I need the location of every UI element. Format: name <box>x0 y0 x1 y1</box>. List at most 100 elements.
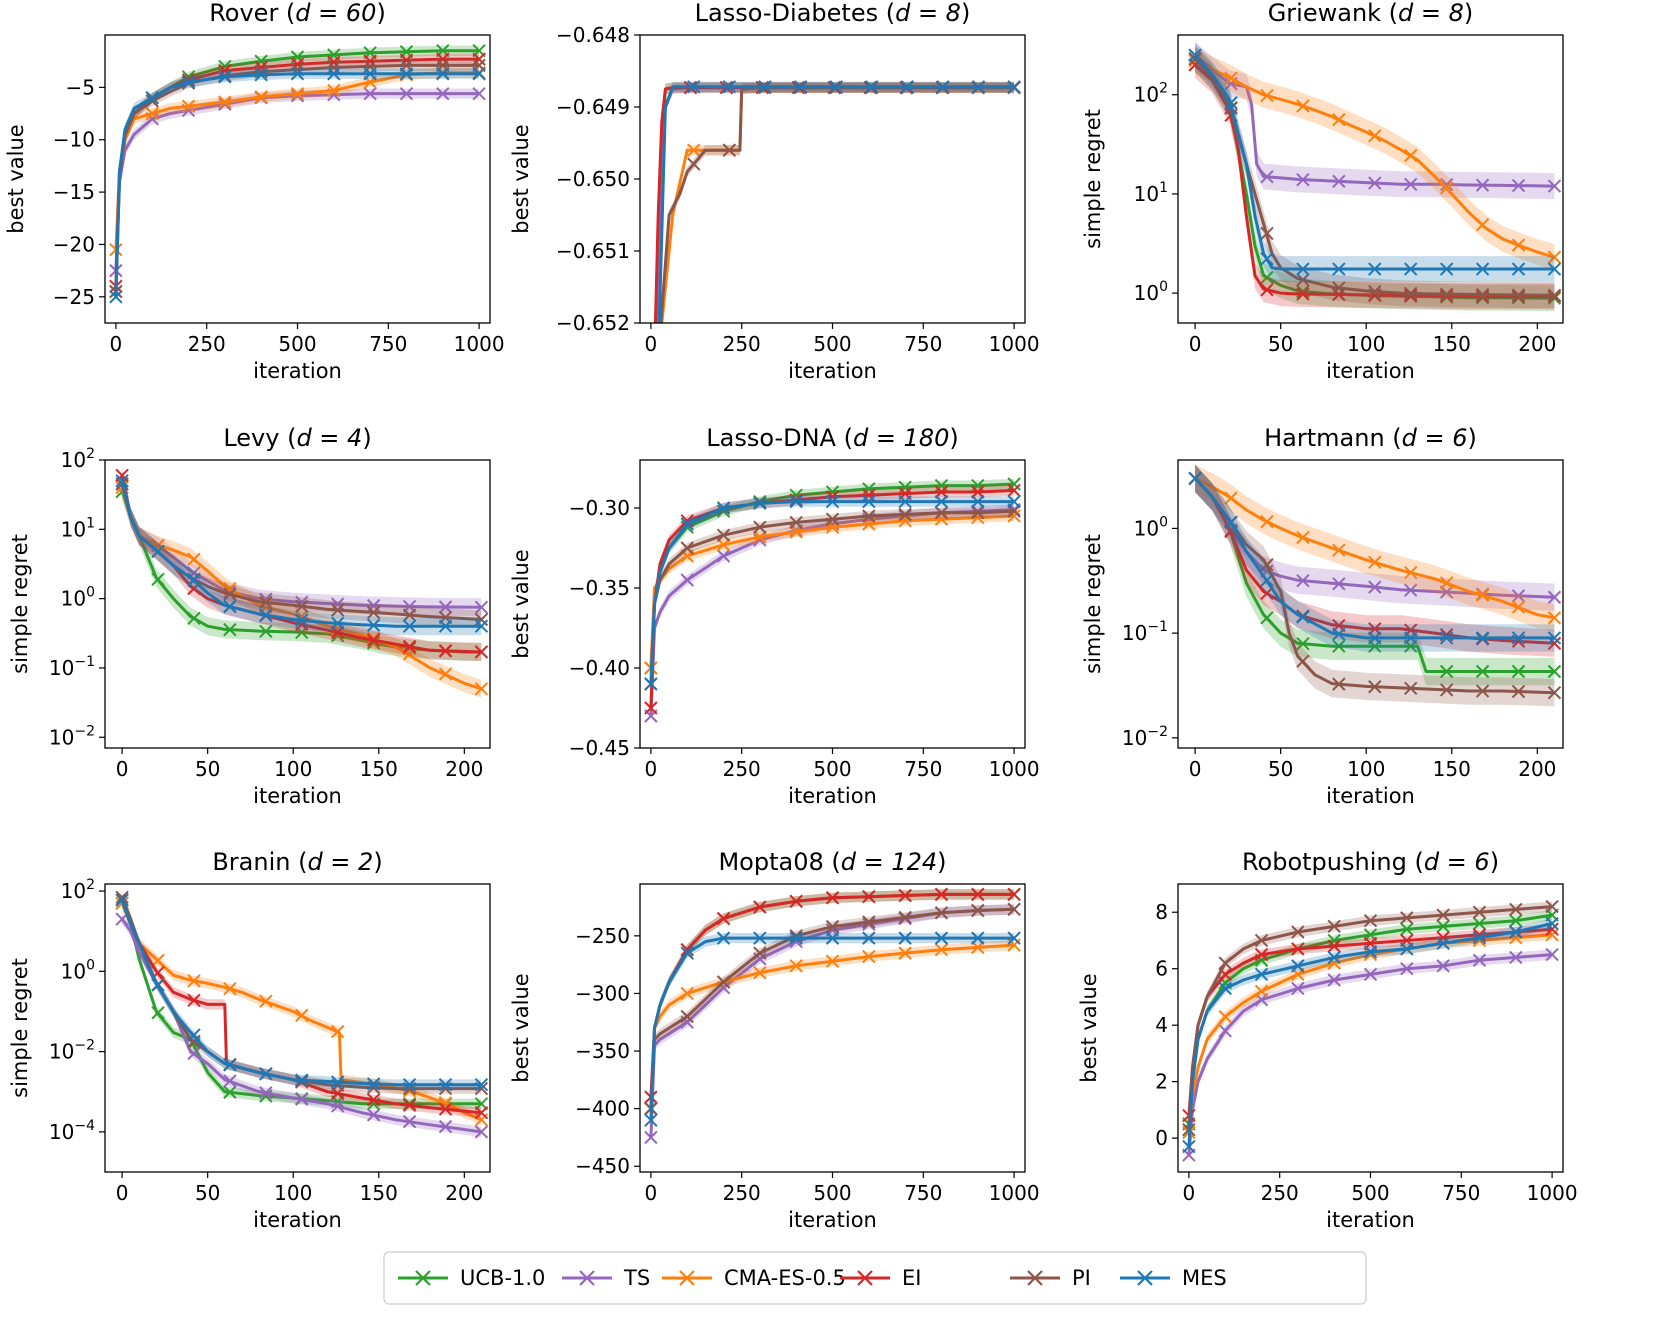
marker-mes <box>295 613 309 627</box>
marker-ts <box>1260 170 1274 184</box>
legend-entry-mes: MES <box>1120 1266 1227 1290</box>
title-end: ) <box>376 0 385 27</box>
tick-exponent: −1 <box>74 654 95 670</box>
x-tick-label: 250 <box>723 1181 761 1205</box>
marker-cma-es-0-5 <box>295 1008 309 1023</box>
marker-mes <box>758 80 772 94</box>
y-axis-label: simple regret <box>1081 534 1105 674</box>
marker-mes <box>366 1077 381 1091</box>
marker-pi <box>1439 683 1454 697</box>
title-text: Lasso-Diabetes ( <box>695 0 895 27</box>
marker-ucb-1-0 <box>971 478 985 493</box>
marker-ei <box>753 900 767 914</box>
marker-ts <box>1439 177 1454 192</box>
marker-mes <box>218 70 232 84</box>
marker-ts <box>1436 959 1450 973</box>
chart-lasso-dna: Lasso-DNA (d = 180) 0 250 500 750 1000 −0.30 −0… <box>509 424 1040 808</box>
marker-ei <box>1404 288 1418 303</box>
y-tick-label: −350 <box>575 1039 630 1063</box>
band-cma-es-0-5 <box>122 897 482 1125</box>
marker-cma-es-0-5 <box>753 530 767 544</box>
marker-cma-es-0-5 <box>934 942 949 957</box>
marker-mes <box>1511 631 1526 645</box>
marker-cma-es-0-5 <box>1224 491 1238 505</box>
marker-ucb-1-0 <box>187 611 201 626</box>
marker-pi <box>259 595 273 610</box>
marker-mes <box>331 616 345 630</box>
marker-mes <box>259 1067 273 1081</box>
marker-mes <box>753 931 767 945</box>
band-cma-es-0-5 <box>661 82 1015 323</box>
x-tick-label: 500 <box>813 332 851 356</box>
marker-mes <box>402 619 417 633</box>
marker-mes <box>1188 48 1202 62</box>
y-tick-label: −0.649 <box>556 95 630 119</box>
marker-ei <box>438 644 453 658</box>
chart-title: Branin (d = 2) <box>212 848 382 876</box>
x-tick-label: 200 <box>1518 332 1556 356</box>
tick-exponent: 0 <box>86 585 95 601</box>
x-tick-label: 500 <box>1351 1181 1389 1205</box>
band-cma-es-0-5 <box>650 939 1015 1114</box>
x-axis-label: iteration <box>253 784 342 808</box>
line-pi <box>659 86 1015 323</box>
marker-mes <box>934 494 949 509</box>
marker-cma-es-0-5 <box>1296 530 1310 545</box>
series-ts <box>644 502 1021 723</box>
marker-cma-es-0-5 <box>187 974 201 988</box>
marker-cma-es-0-5 <box>145 106 159 121</box>
marker-mes <box>1291 959 1305 973</box>
series-mes <box>644 494 1021 691</box>
chart-title: Griewank (d = 8) <box>1268 0 1474 27</box>
marker-pi <box>722 143 737 157</box>
marker-mes <box>1224 96 1238 110</box>
chart-levy: Levy (d = 4)0 50 100 150 20010210110010−110−… <box>8 424 491 808</box>
marker-pi <box>753 946 767 960</box>
series-ei <box>644 887 1021 1104</box>
title-end: ) <box>949 424 958 452</box>
marker-cma-es-0-5 <box>474 682 489 696</box>
marker-cma-es-0-5 <box>1224 71 1238 85</box>
marker-mes <box>1218 981 1232 996</box>
y-tick-label: 100 <box>1134 514 1168 540</box>
marker-mes <box>115 474 129 488</box>
marker-mes <box>865 80 879 94</box>
y-tick-label: 6 <box>1155 957 1168 981</box>
marker-ts <box>438 600 453 614</box>
marker-mes <box>151 544 165 559</box>
marker-ts <box>1511 589 1526 603</box>
marker-ei <box>898 888 912 903</box>
tick-exponent: −2 <box>1147 724 1168 740</box>
tick-base: 10 <box>1122 621 1147 645</box>
marker-ei <box>438 1102 453 1116</box>
legend-marker <box>1027 1270 1043 1286</box>
marker-ucb-1-0 <box>1472 916 1487 931</box>
marker-pi <box>1260 226 1274 241</box>
marker-ucb-1-0 <box>402 1097 417 1111</box>
marker-ei <box>971 485 985 499</box>
marker-mes <box>366 618 381 632</box>
band-ucb-1-0 <box>655 82 1015 323</box>
x-tick-label: 0 <box>116 1181 129 1205</box>
marker-mes <box>825 931 840 945</box>
title-text: Branin ( <box>212 848 307 876</box>
marker-cma-es-0-5 <box>687 143 701 157</box>
series-cma-es-0-5 <box>644 938 1021 1116</box>
x-axis-label: iteration <box>1326 359 1415 383</box>
marker-pi <box>1296 273 1310 287</box>
marker-ts <box>402 1114 417 1129</box>
marker-cma-es-0-5 <box>1475 217 1490 232</box>
chart-rover: Rover (d = 60) 0 250 500 750 1000 −5 −10 −15 −20 −… <box>4 0 505 383</box>
marker-cma-es-0-5 <box>1332 543 1346 557</box>
marker-mes <box>1363 945 1378 959</box>
legend-marker <box>1137 1270 1153 1286</box>
marker-pi <box>1188 52 1202 66</box>
marker-pi <box>971 506 985 520</box>
x-tick-label: 0 <box>1189 757 1202 781</box>
marker-ei <box>474 645 489 659</box>
marker-pi <box>1404 286 1418 301</box>
marker-cma-es-0-5 <box>187 552 201 566</box>
marker-mes <box>399 67 414 81</box>
x-tick-label: 500 <box>813 757 851 781</box>
marker-ei <box>789 493 803 507</box>
